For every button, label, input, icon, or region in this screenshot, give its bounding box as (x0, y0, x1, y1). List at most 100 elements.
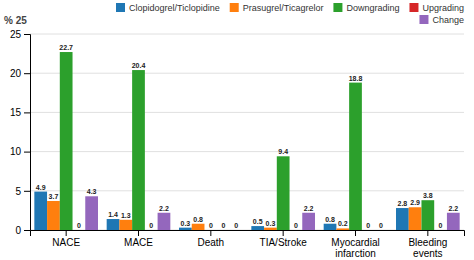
bar (145, 230, 158, 231)
data-label: 2.2 (159, 205, 169, 212)
legend-label: Downgrading (346, 3, 399, 13)
tick-mark (24, 73, 30, 74)
data-label: 0 (149, 222, 153, 229)
bar (324, 224, 337, 230)
legend-label: Prasugrel/Ticagrelor (243, 3, 324, 13)
legend-item: Prasugrel/Ticagrelor (230, 3, 324, 13)
tick: 5 (15, 186, 30, 197)
bar (264, 228, 277, 230)
bar (447, 213, 460, 230)
tick-label: 15 (10, 107, 22, 118)
data-label: 0 (222, 222, 226, 229)
legend-label: Change (432, 15, 464, 25)
data-label: 1.4 (108, 211, 118, 218)
tick-label-line: Bleeding (408, 237, 447, 248)
tick-mark (427, 230, 428, 236)
data-label: 0.3 (181, 220, 191, 227)
tick: Bleedingevents (408, 230, 447, 259)
data-label: 0 (379, 222, 383, 229)
x-axis: NACE MACE Death TIA/Stroke Myocardialinfarct… (31, 230, 465, 259)
bar (85, 196, 98, 230)
bar (132, 70, 145, 230)
tick: NACE (52, 230, 80, 248)
data-label: 9.4 (278, 148, 288, 155)
tick-mark (138, 230, 139, 236)
legend-label: Clopidogrel/Ticlopidine (129, 3, 220, 13)
bar (230, 230, 243, 231)
data-label: 0.8 (325, 216, 335, 223)
bar (396, 208, 409, 230)
grid-line (30, 151, 464, 152)
tick-label-line: infarction (335, 248, 376, 259)
data-labels: 4.91.40.30.50.82.83.71.30.80.30.22.922.7… (36, 44, 458, 229)
grid-line (30, 73, 464, 74)
tick: 25 (10, 29, 30, 40)
data-label: 0 (294, 222, 298, 229)
bar (60, 52, 73, 230)
axis-line (24, 35, 31, 231)
tick-label: NACE (52, 237, 80, 248)
tick: Death (197, 230, 224, 248)
legend-swatch (419, 15, 428, 24)
tick-label-line: TIA/Stroke (260, 237, 308, 248)
bar (34, 192, 47, 230)
tick-mark (355, 230, 356, 236)
tick-label: 25 (10, 29, 22, 40)
tick-label-line: MACE (124, 237, 153, 248)
tick-mark (24, 112, 30, 113)
bar (362, 230, 375, 231)
bar (277, 156, 290, 230)
bar (192, 224, 205, 230)
tick-label: 0 (15, 225, 21, 236)
bar (158, 213, 171, 230)
bar (217, 230, 230, 231)
legend-swatch (409, 3, 418, 12)
data-label: 2.2 (448, 205, 458, 212)
grid-line (30, 34, 464, 35)
tick-label: MACE (124, 237, 153, 248)
bar (336, 228, 349, 230)
legend-item: Clopidogrel/Ticlopidine (116, 3, 220, 13)
tick-label-line: Myocardial (331, 237, 379, 248)
data-label: 20.4 (132, 62, 146, 69)
tick: 15 (10, 107, 30, 118)
data-label: 1.3 (121, 212, 131, 219)
data-label: 0.2 (338, 220, 348, 227)
tick-mark (24, 191, 30, 192)
data-label: 2.2 (304, 205, 314, 212)
tick-label: 20 (10, 68, 22, 79)
axis-line (31, 231, 465, 237)
data-label: 0.3 (266, 220, 276, 227)
tick-label-line: Death (197, 237, 224, 248)
chart: 0510152025NACEMACEDeathTIA/StrokeMyocard… (0, 0, 474, 260)
tick-label-line: events (413, 248, 442, 259)
bar (349, 83, 362, 230)
data-label: 0 (439, 222, 443, 229)
data-label: 0 (234, 222, 238, 229)
bars (34, 52, 459, 230)
tick-mark (283, 230, 284, 236)
data-label: 4.3 (87, 188, 97, 195)
y-axis: 0510152025 (10, 29, 31, 236)
tick-mark (210, 230, 211, 236)
tick-label: Death (197, 237, 224, 248)
bar (375, 230, 388, 231)
tick-label: Myocardialinfarction (331, 237, 379, 259)
tick: 0 (15, 225, 30, 236)
tick-label: TIA/Stroke (260, 237, 308, 248)
data-label: 22.7 (59, 44, 73, 51)
legend-label: Upgrading (422, 3, 464, 13)
data-label: 0.8 (193, 216, 203, 223)
legend-item: Downgrading (333, 3, 399, 13)
data-label: 2.9 (410, 199, 420, 206)
data-label: 0 (366, 222, 370, 229)
tick-label-line: NACE (52, 237, 80, 248)
legend-item: Upgrading (409, 3, 464, 13)
bar (302, 213, 315, 230)
tick-mark (24, 34, 30, 35)
legend-swatch (116, 3, 125, 12)
tick-mark (24, 230, 30, 231)
tick-label: Bleedingevents (408, 237, 447, 259)
bar (434, 230, 447, 231)
legend-swatch (230, 3, 239, 12)
